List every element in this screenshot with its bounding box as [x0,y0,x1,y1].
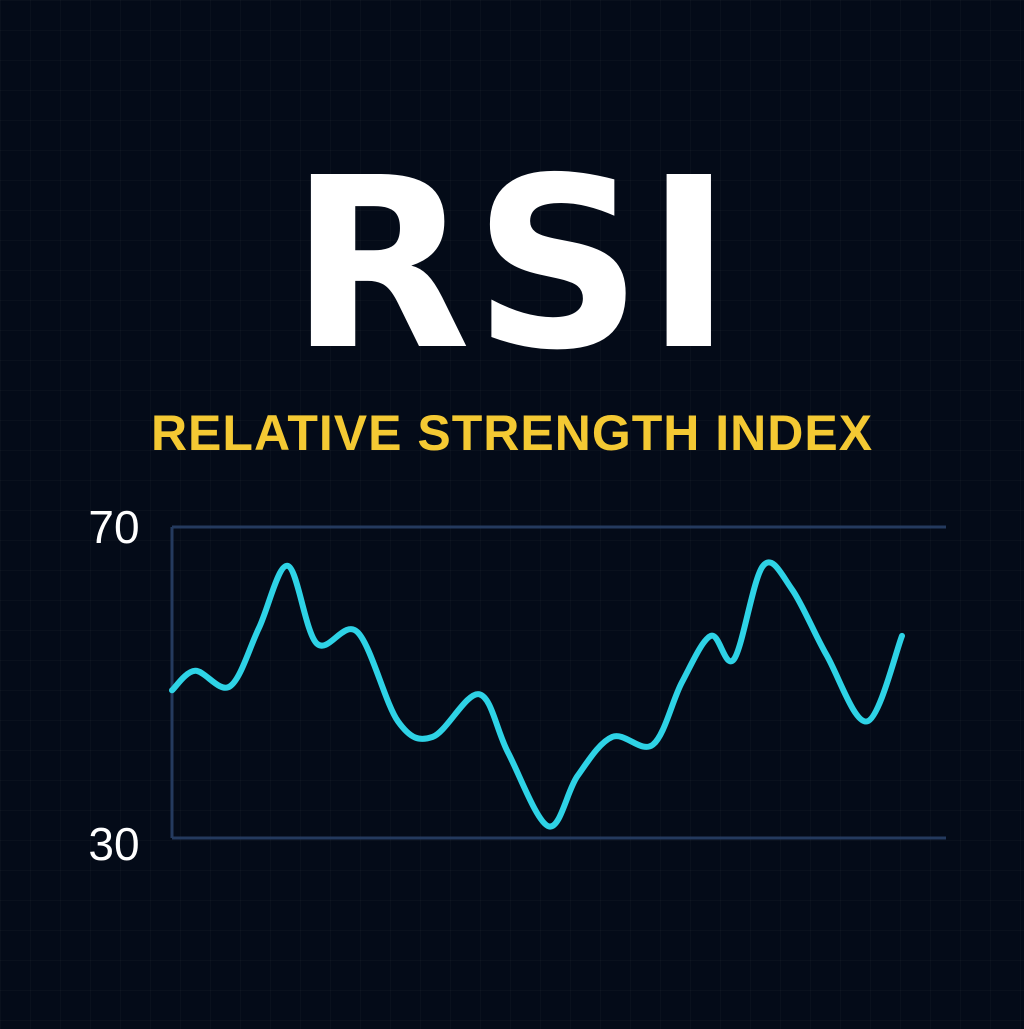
page-title: RSI [289,127,735,402]
page-subtitle: RELATIVE STRENGTH INDEX [150,405,874,461]
y-tick-label-70: 70 [88,501,139,553]
rsi-series-line [169,559,905,830]
y-tick-label-30: 30 [88,818,139,870]
